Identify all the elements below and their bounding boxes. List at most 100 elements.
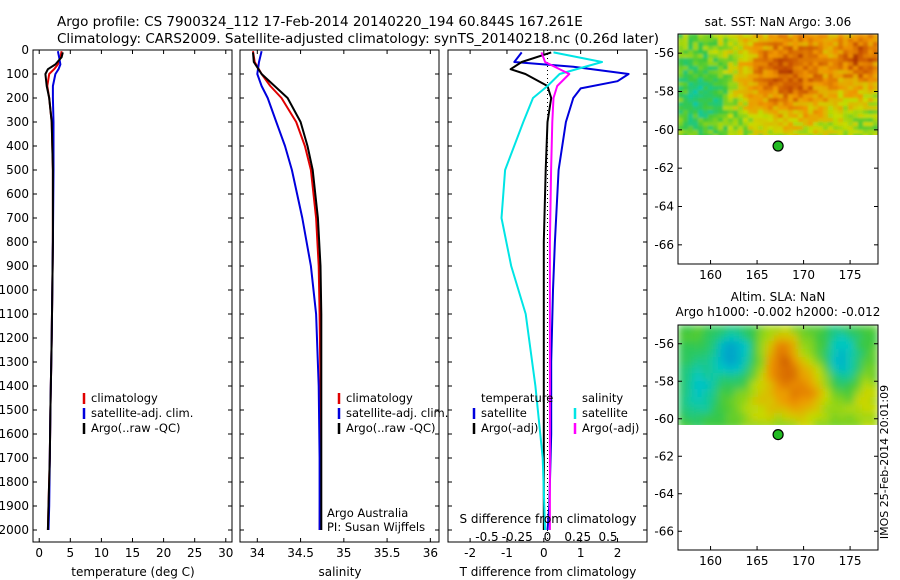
sst-cell — [813, 102, 819, 107]
sla-cell — [694, 389, 703, 398]
sst-cell — [818, 74, 824, 79]
sla-cell — [782, 333, 791, 342]
sst-cell — [728, 38, 734, 43]
sla-cell — [694, 333, 703, 342]
sla-cell — [726, 325, 735, 334]
sst-cell — [828, 70, 834, 75]
sla-cell — [734, 349, 743, 358]
sst-cell — [773, 74, 779, 79]
sst-heatmap — [678, 34, 878, 135]
sst-cell — [718, 102, 724, 107]
sst-cell — [833, 98, 839, 103]
sst-cell — [863, 38, 869, 43]
sst-cell — [753, 54, 759, 59]
sst-cell — [788, 110, 794, 115]
sla-cell — [854, 373, 863, 382]
temperature-axis-ticks: 0 5 10 15 20 25 30 — [35, 50, 233, 560]
sst-cell — [768, 122, 774, 127]
sst-cell — [833, 54, 839, 59]
sst-cell — [848, 54, 854, 59]
sst-cell — [758, 86, 764, 91]
sla-cell — [806, 413, 815, 422]
map-y-tick-label: -66 — [654, 238, 674, 252]
sst-cell — [723, 70, 729, 75]
sst-cell — [698, 42, 704, 47]
sst-cell — [868, 50, 874, 55]
sla-cell — [806, 341, 815, 350]
sst-cell — [758, 106, 764, 111]
sst-cell — [833, 82, 839, 87]
sst-cell — [778, 90, 784, 95]
sst-cell — [783, 82, 789, 87]
sla-cell — [838, 373, 847, 382]
sst-cell — [798, 42, 804, 47]
sla-cell — [854, 421, 863, 425]
sla-cell — [726, 389, 735, 398]
sst-cell — [723, 50, 729, 55]
s-tick-label: 0 — [544, 530, 552, 544]
sst-cell — [853, 34, 859, 39]
sst-cell — [718, 118, 724, 123]
sst-cell — [688, 82, 694, 87]
sst-cell — [703, 74, 709, 79]
sst-cell — [828, 54, 834, 59]
sst-cell — [813, 134, 819, 135]
sst-cell — [748, 102, 754, 107]
sst-cell — [778, 78, 784, 83]
sst-cell — [813, 98, 819, 103]
sst-cell — [753, 42, 759, 47]
sst-cell — [713, 86, 719, 91]
sst-cell — [773, 94, 779, 99]
t-difference-axis-ticks: -2 -1 0 1 2 — [464, 50, 621, 560]
sst-cell — [678, 90, 684, 95]
sst-cell — [758, 114, 764, 119]
series-line — [256, 50, 321, 530]
sst-cell — [708, 134, 714, 135]
sst-cell — [808, 50, 814, 55]
sst-cell — [763, 130, 769, 135]
sla-cell — [814, 365, 823, 374]
sst-cell — [708, 66, 714, 71]
sla-cell — [854, 325, 863, 334]
sla-cell — [798, 349, 807, 358]
sst-cell — [773, 134, 779, 135]
sla-cell — [846, 405, 855, 414]
s-difference-axis-ticks: -0.5 -0.25 0 0.25 0.5 — [475, 530, 617, 544]
sst-cell — [853, 42, 859, 47]
sst-cell — [853, 94, 859, 99]
sst-cell — [808, 90, 814, 95]
sst-cell — [858, 130, 864, 135]
sst-cell — [803, 106, 809, 111]
sla-cell — [870, 413, 878, 422]
sst-cell — [758, 94, 764, 99]
sst-cell — [783, 98, 789, 103]
sst-cell — [758, 98, 764, 103]
sst-cell — [868, 86, 874, 91]
sst-cell — [863, 110, 869, 115]
sla-cell — [814, 413, 823, 422]
sst-cell — [723, 110, 729, 115]
sst-cell — [808, 110, 814, 115]
sst-cell — [788, 78, 794, 83]
sst-cell — [718, 78, 724, 83]
sst-cell — [848, 122, 854, 127]
sla-cell — [710, 349, 719, 358]
sst-cell — [678, 110, 684, 115]
sst-cell — [683, 98, 689, 103]
sst-cell — [843, 66, 849, 71]
sst-cell — [828, 58, 834, 63]
sst-cell — [843, 34, 849, 39]
sst-cell — [768, 114, 774, 119]
sst-cell — [788, 114, 794, 119]
sst-cell — [868, 106, 874, 111]
sst-cell — [803, 122, 809, 127]
sst-cell — [858, 54, 864, 59]
sla-cell — [774, 341, 783, 350]
sst-cell — [858, 110, 864, 115]
sst-cell — [683, 106, 689, 111]
sst-cell — [873, 86, 878, 91]
sst-cell — [788, 122, 794, 127]
sla-cell — [822, 373, 831, 382]
sst-cell — [808, 86, 814, 91]
sst-cell — [823, 114, 829, 119]
